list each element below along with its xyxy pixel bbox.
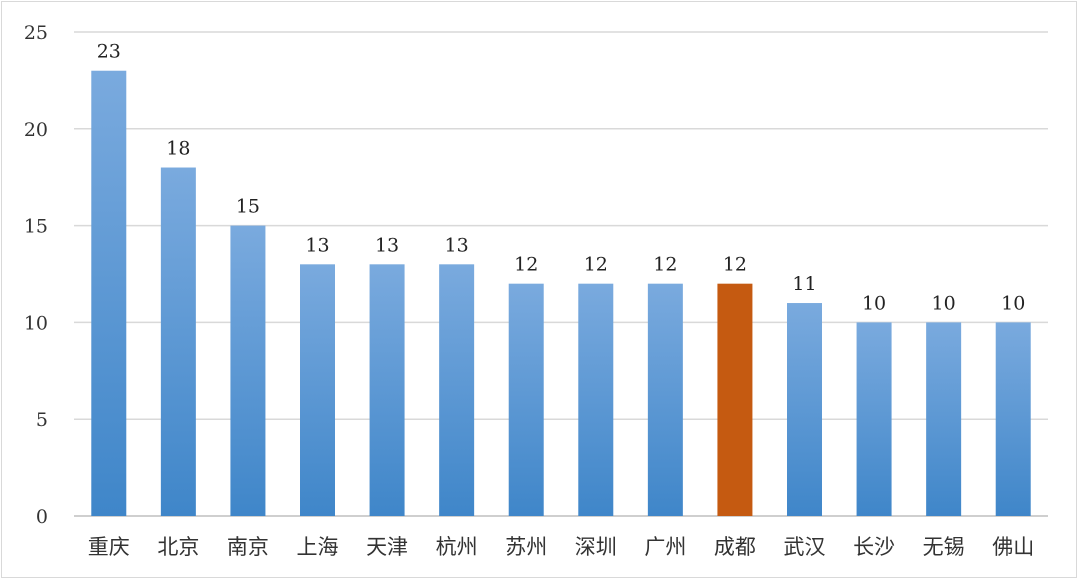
bar <box>439 264 475 516</box>
x-category-label: 佛山 <box>992 535 1034 559</box>
bar <box>926 322 962 516</box>
x-category-label: 无锡 <box>923 535 965 559</box>
x-category-label: 深圳 <box>575 535 617 559</box>
data-label: 18 <box>166 138 190 160</box>
bar <box>995 322 1031 516</box>
x-category-label: 广州 <box>644 535 686 559</box>
data-label: 10 <box>862 292 886 314</box>
data-label: 10 <box>1001 292 1025 314</box>
data-label: 11 <box>792 273 816 295</box>
x-category-label: 重庆 <box>88 535 130 559</box>
bar <box>787 303 822 516</box>
bar <box>508 283 544 516</box>
bar <box>717 283 753 516</box>
data-label: 23 <box>97 41 121 63</box>
y-tick-label: 15 <box>24 216 48 238</box>
y-tick-label: 20 <box>24 119 48 141</box>
gridlines <box>74 31 1048 517</box>
y-tick-label: 5 <box>36 409 48 431</box>
data-label: 10 <box>932 292 956 314</box>
x-category-label: 天津 <box>366 535 408 559</box>
bar <box>230 225 266 516</box>
bar <box>578 283 614 516</box>
x-category-label: 北京 <box>157 535 199 559</box>
x-category-label: 长沙 <box>853 535 895 559</box>
x-axis-categories: 重庆 北京 南京 上海 天津 杭州 苏州 深圳 广州 成都 武汉 长沙 无锡 佛山 <box>88 535 1034 559</box>
y-tick-label: 10 <box>24 312 48 334</box>
data-label: 13 <box>375 234 399 256</box>
data-label: 13 <box>445 234 469 256</box>
x-category-label: 南京 <box>227 535 269 559</box>
bar <box>647 283 683 516</box>
y-tick-label: 25 <box>24 22 48 44</box>
y-tick-label: 0 <box>36 506 48 528</box>
x-category-label: 苏州 <box>505 535 547 559</box>
data-label: 15 <box>236 196 260 218</box>
data-label: 12 <box>584 254 608 276</box>
bars <box>91 70 1031 516</box>
data-label: 12 <box>653 254 677 276</box>
y-axis-ticks: 0 5 10 15 20 25 <box>24 22 48 528</box>
bar <box>300 264 335 516</box>
bar <box>856 322 892 516</box>
data-label: 12 <box>514 254 538 276</box>
bar <box>369 264 405 516</box>
data-labels: 23 18 15 13 13 13 12 12 12 12 11 10 10 10 <box>97 41 1026 315</box>
x-category-label: 杭州 <box>436 535 478 559</box>
data-label: 13 <box>305 234 329 256</box>
data-label: 12 <box>723 254 747 276</box>
bar <box>91 70 127 516</box>
bar <box>160 167 196 516</box>
x-category-label: 成都 <box>714 535 756 559</box>
x-category-label: 武汉 <box>784 535 826 559</box>
x-category-label: 上海 <box>297 535 339 559</box>
